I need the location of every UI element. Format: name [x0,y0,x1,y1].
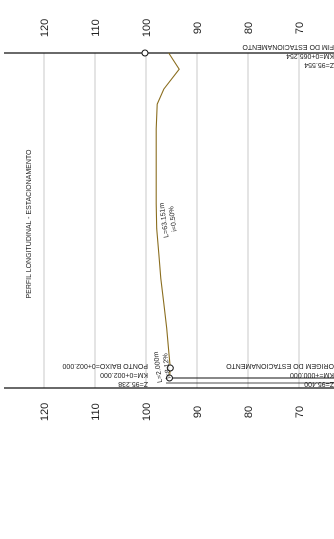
top-tick-110: 110 [90,19,102,37]
end-label: Z=95.554 KM=0+065.254 FIM DO ESTACIONAMENT… [242,43,334,68]
low-point-label-line-0: Z=95.238 [118,380,148,387]
slope-label-2-line-0: L=63.151m [159,202,171,238]
grid-lines [43,53,300,388]
top-tick-70: 70 [294,22,306,34]
origin-label-line-0: Z=95.400 [304,380,334,387]
profile-series [155,52,180,379]
axes [4,52,334,389]
top-tick-90: 90 [192,22,204,34]
bottom-elevation-ticks: 120 110 100 90 80 70 [39,403,306,421]
bottom-tick-70: 70 [294,406,306,418]
origin-label: Z=95.400 KM=+000.000 ORIGEM DO ESTACIONAME… [226,362,334,387]
low-point-label-line-1: KM=0+002.000 [100,371,148,378]
bottom-tick-110: 110 [90,403,102,421]
bottom-tick-120: 120 [39,403,51,421]
origin-label-line-2: ORIGEM DO ESTACIONAMENTO [226,362,334,369]
profile-labels: Z=95.554 KM=0+065.254 FIM DO ESTACIONAMENT… [62,43,334,387]
profile-markers [141,49,174,382]
slope-label-2-line-1: i=0.50% [168,206,178,232]
slope-label-1-line-1: i=8.12% [162,353,172,379]
end-label-line-1: KM=0+065.254 [286,52,334,59]
low-point-label: Z=95.238 KM=0+002.000 PONTO BAIXO=0+002.00… [62,362,148,387]
low-point-label-line-2: PONTO BAIXO=0+002.000 [62,362,148,369]
bottom-tick-100: 100 [141,403,153,421]
top-tick-120: 120 [39,19,51,37]
end-label-line-0: Z=95.554 [304,61,334,68]
chart-title: PERFIL LONGITUDINAL - ESTACIONAMENTO [26,149,33,299]
bottom-tick-90: 90 [192,406,204,418]
top-tick-80: 80 [243,22,255,34]
profile-line [155,52,180,379]
top-tick-100: 100 [141,19,153,37]
origin-marker [165,374,173,382]
top-elevation-ticks: 120 110 100 90 80 70 [39,19,306,37]
end-marker [141,49,149,57]
end-label-line-2: FIM DO ESTACIONAMENTO [242,43,334,50]
slope-label-1-line-0: L=2.000m [153,351,164,383]
origin-label-line-1: KM=+000.000 [290,371,334,378]
low-point-marker [166,364,174,372]
bottom-tick-80: 80 [243,406,255,418]
